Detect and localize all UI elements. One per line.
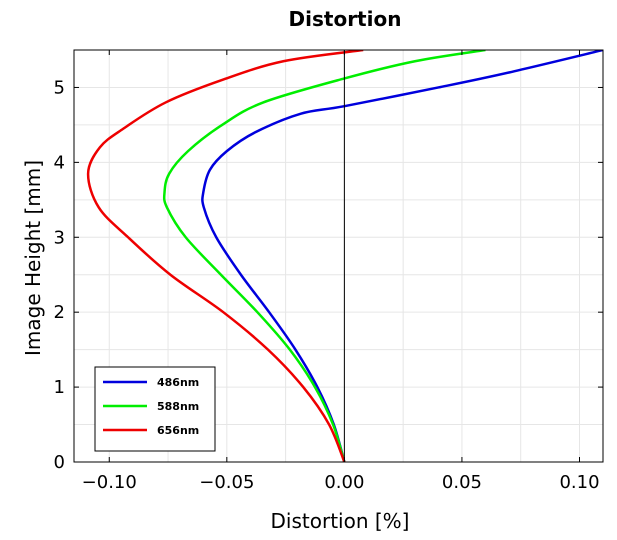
axes-layer bbox=[73, 49, 604, 463]
chart-title: Distortion bbox=[289, 7, 402, 31]
series-line-588nm bbox=[162, 50, 486, 462]
legend-label-588nm: 588nm bbox=[157, 400, 199, 413]
series-line-486nm bbox=[201, 50, 603, 462]
y-tick-label: 3 bbox=[54, 227, 65, 248]
y-tick-label: 4 bbox=[54, 152, 65, 173]
legend: 486nm 588nm 656nm bbox=[94, 366, 216, 452]
legend-label-656nm: 656nm bbox=[157, 424, 199, 437]
x-tick-label: 0.10 bbox=[559, 472, 599, 493]
y-tick-label: 0 bbox=[54, 452, 65, 473]
y-axis-label: Image Height [mm] bbox=[21, 160, 45, 356]
legend-label-486nm: 486nm bbox=[157, 376, 199, 389]
series-layer bbox=[86, 50, 603, 462]
x-axis-label: Distortion [%] bbox=[271, 509, 410, 533]
y-tick-label: 2 bbox=[54, 302, 65, 323]
x-tick-label: 0.00 bbox=[324, 472, 364, 493]
x-tick-label: 0.05 bbox=[442, 472, 482, 493]
plot-frame bbox=[73, 49, 604, 463]
x-tick-label: −0.05 bbox=[199, 472, 254, 493]
y-tick-label: 5 bbox=[54, 77, 65, 98]
ticks-layer: −0.10 −0.05 0.00 0.05 0.10 0 1 2 3 4 5 bbox=[54, 50, 603, 493]
x-tick-label: −0.10 bbox=[82, 472, 137, 493]
y-tick-label: 1 bbox=[54, 377, 65, 398]
series-line-656nm bbox=[86, 50, 364, 462]
